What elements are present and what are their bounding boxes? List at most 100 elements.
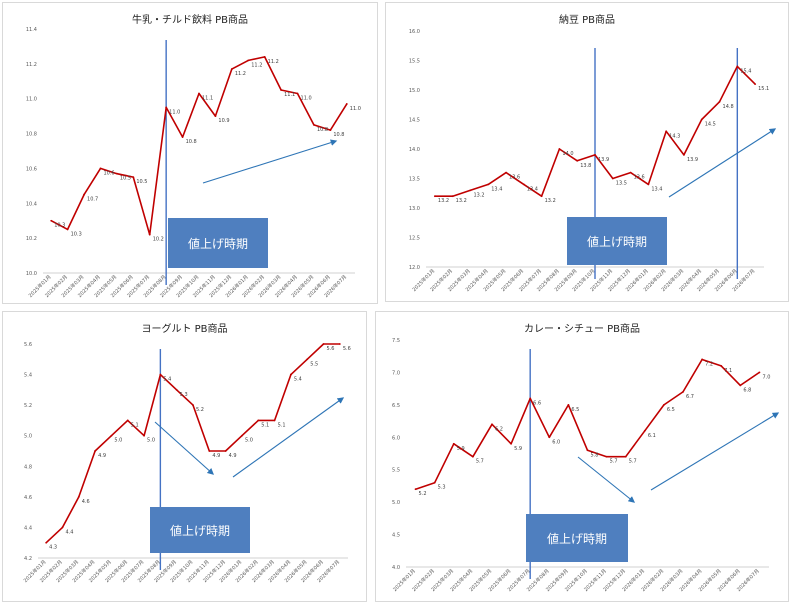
trend-arrow <box>232 397 345 478</box>
data-point <box>433 195 436 198</box>
data-point <box>296 92 299 95</box>
data-point <box>576 159 579 162</box>
data-label: 13.6 <box>634 175 645 181</box>
data-point <box>192 404 194 407</box>
data-label: 11.2 <box>268 59 279 65</box>
data-point <box>198 92 200 95</box>
data-label: 10.2 <box>153 237 164 243</box>
data-label: 6.2 <box>495 426 503 432</box>
data-point <box>491 423 493 426</box>
data-point <box>683 154 685 156</box>
data-point <box>718 100 721 103</box>
data-point <box>280 89 283 91</box>
y-tick-label: 14.0 <box>409 147 420 153</box>
data-label: 11.1 <box>202 95 213 101</box>
data-point <box>701 358 704 361</box>
data-point <box>451 195 454 198</box>
chart-title: カレー・シチュー PB商品 <box>523 324 641 335</box>
data-point <box>758 371 761 374</box>
data-point <box>522 183 525 186</box>
data-point <box>159 373 162 376</box>
data-point <box>558 148 561 150</box>
data-label: 10.7 <box>87 197 98 203</box>
data-point <box>143 434 145 437</box>
data-point <box>510 442 512 445</box>
data-label: 11.2 <box>235 71 246 77</box>
data-point <box>629 171 632 174</box>
data-label: 11.1 <box>284 92 295 98</box>
data-point <box>50 219 53 222</box>
data-point <box>540 195 543 198</box>
data-label: 15.4 <box>740 68 751 74</box>
y-tick-label: 5.4 <box>24 373 32 379</box>
data-label: 13.4 <box>651 186 662 192</box>
data-point <box>663 403 665 406</box>
data-label: 5.6 <box>343 346 351 352</box>
y-tick-label: 12.0 <box>409 265 420 271</box>
data-point <box>94 450 97 452</box>
data-label: 7.1 <box>724 368 732 374</box>
data-label: 5.1 <box>261 422 269 428</box>
data-label: 10.3 <box>54 223 65 229</box>
y-tick-label: 5.0 <box>24 434 32 440</box>
data-point <box>241 434 243 437</box>
price-increase-banner: 値上げ時期 <box>567 217 667 265</box>
data-point <box>306 358 309 361</box>
y-tick-label: 14.5 <box>409 118 420 124</box>
data-label: 13.5 <box>616 181 627 187</box>
data-label: 5.2 <box>196 407 204 413</box>
data-point <box>643 429 646 432</box>
trend-arrow <box>202 139 338 184</box>
y-tick-label: 11.0 <box>26 97 37 103</box>
data-point <box>263 55 266 58</box>
data-point <box>126 419 129 422</box>
trend-arrow <box>668 128 777 198</box>
data-point <box>230 68 233 70</box>
data-label: 5.0 <box>114 438 122 444</box>
data-label: 15.1 <box>758 86 769 92</box>
data-label: 5.3 <box>180 392 188 398</box>
data-label: 6.0 <box>552 439 560 445</box>
y-tick-label: 13.0 <box>409 206 420 212</box>
data-point <box>99 167 102 170</box>
data-point <box>345 103 348 105</box>
y-tick-label: 4.5 <box>392 533 400 539</box>
data-label: 5.1 <box>131 422 139 428</box>
data-label: 7.0 <box>762 374 770 380</box>
data-label: 13.2 <box>473 192 484 198</box>
data-point <box>605 455 608 458</box>
y-tick-label: 11.4 <box>26 27 37 33</box>
data-label: 14.5 <box>705 122 716 128</box>
chart-svg: 4.04.55.05.56.06.57.07.52025年01月2025年02月… <box>391 338 780 593</box>
data-point <box>700 118 703 121</box>
data-point <box>505 171 507 174</box>
y-tick-label: 10.8 <box>26 132 37 138</box>
y-tick-label: 4.6 <box>24 495 32 501</box>
series-line <box>415 358 760 490</box>
chart-title: ヨーグルト PB商品 <box>141 324 228 335</box>
y-tick-label: 4.4 <box>24 525 32 531</box>
data-point <box>433 481 436 484</box>
data-label: 13.4 <box>491 186 502 192</box>
data-label: 13.2 <box>545 198 556 204</box>
y-tick-label: 11.2 <box>26 62 37 68</box>
data-point <box>45 541 48 544</box>
data-label: 10.3 <box>71 231 82 237</box>
price-increase-banner: 値上げ時期 <box>150 507 250 553</box>
data-point <box>148 233 151 236</box>
chart-panel-milk: 牛乳・チルド飲料 PB商品 10.0 10.2 10.4 10.6 10.8 11.0 11… <box>2 2 378 304</box>
y-tick-label: 5.6 <box>24 342 32 348</box>
data-point <box>736 65 739 68</box>
data-point <box>548 436 551 439</box>
chart-panel-curry: カレー・シチュー PB商品 4.0 4.5 5.0 5.5 6.0 6.5 7.0 7.5 20… <box>375 311 789 602</box>
data-point <box>322 343 325 345</box>
y-tick-label: 4.2 <box>24 556 32 562</box>
data-label: 11.0 <box>301 95 312 101</box>
data-label: 5.7 <box>610 459 618 465</box>
data-label: 5.9 <box>514 446 522 452</box>
series-line <box>50 56 348 236</box>
data-point <box>247 59 250 62</box>
data-label: 5.0 <box>147 438 155 444</box>
y-tick-label: 15.5 <box>409 59 420 65</box>
data-point <box>452 442 455 445</box>
